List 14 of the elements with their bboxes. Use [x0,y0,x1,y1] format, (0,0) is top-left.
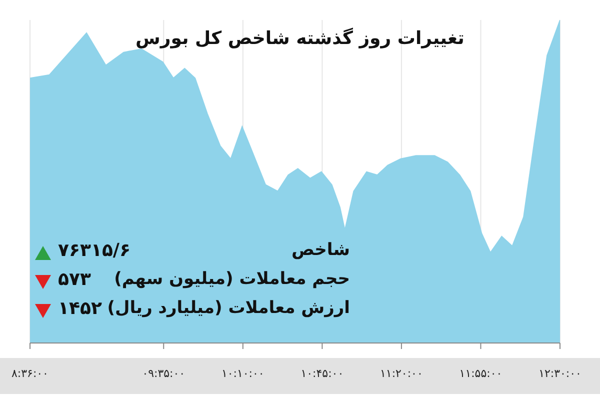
x-tick-label: ۱۲:۳۰:۰۰ [538,366,582,380]
x-tick-label: ۱۰:۱۰:۰۰ [221,366,264,380]
x-tick-label: ۸:۳۶:۰۰ [12,366,48,380]
text: تغییرات روز گذشته شاخص کل بورس [134,28,466,49]
annotation: شاخص [291,240,350,260]
x-tick-label: ۰۹:۳۵:۰۰ [142,366,186,380]
x-tick-label: ۱۰:۴۵:۰۰ [300,366,344,380]
annotation: حجم معاملات (میلیون سهم) [114,269,350,289]
x-tick-label: ۱۱:۵۵:۰۰ [459,366,502,380]
annotation: ۷۶۳۱۵/۶ [58,240,130,261]
x-tick-label: ۱۱:۲۰:۰۰ [380,366,423,380]
annotation: ۵۷۳ [58,269,91,290]
annotation: ۱۴۵۲ [58,298,102,319]
annotation: ارزش معاملات (میلیارد ریال) [107,298,350,318]
